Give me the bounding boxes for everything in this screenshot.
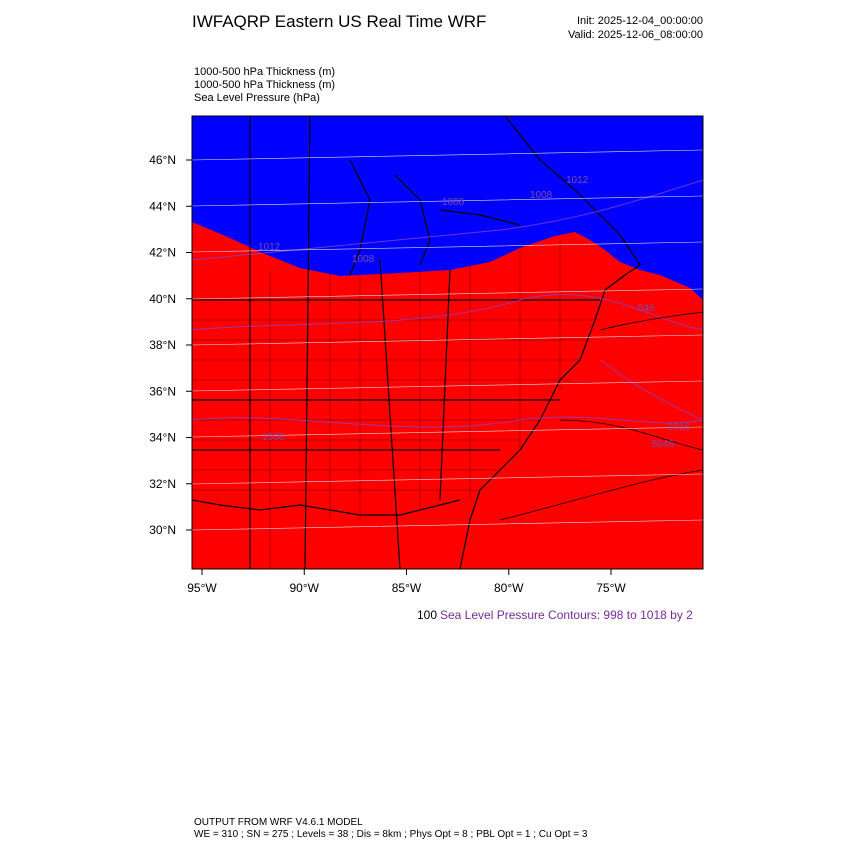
contour-label: 1006 — [442, 197, 465, 208]
lat-tick-label: 36°N — [149, 384, 176, 398]
title: IWFAQRP Eastern US Real Time WRF — [192, 12, 486, 31]
lat-tick-label: 42°N — [149, 246, 176, 260]
footer-line: WE = 310 ; SN = 275 ; Levels = 38 ; Dis … — [194, 829, 588, 840]
lat-tick-label: 46°N — [149, 153, 176, 167]
contour-label: 1012 — [258, 242, 281, 253]
contour-label-group: 1012 1008 1006 1012 1008 546 1016 5646 1008 — [258, 175, 691, 450]
contour-label: 5646 — [652, 439, 675, 450]
pressure-contours — [192, 179, 703, 428]
lat-tick-label: 34°N — [149, 431, 176, 445]
field-label: 1000-500 hPa Thickness (m) — [194, 79, 335, 91]
contour-label: 1008 — [262, 432, 285, 443]
contour-legend: Sea Level Pressure Contours: 998 to 1018… — [440, 608, 693, 622]
graticule — [192, 149, 703, 531]
lon-tick-label: 90°W — [290, 581, 320, 595]
map-frame — [191, 115, 704, 570]
lon-tick-label: 75°W — [596, 581, 626, 595]
lon-tick-label: 95°W — [187, 581, 217, 595]
lat-tick-label: 32°N — [149, 477, 176, 491]
lon-tick-label: 80°W — [494, 581, 524, 595]
contour-label: 1008 — [352, 254, 375, 265]
contour-label: 1008 — [530, 190, 553, 201]
field-label: Sea Level Pressure (hPa) — [194, 92, 320, 104]
contour-label: 546 — [638, 303, 655, 314]
lat-tick-label: 44°N — [149, 199, 176, 213]
cold-region — [192, 116, 703, 300]
map: 1012 1008 1006 1012 1008 546 1016 5646 1008 — [192, 116, 703, 569]
footer-line: OUTPUT FROM WRF V4.6.1 MODEL — [194, 817, 363, 828]
tick-group: 46°N 44°N 42°N 40°N 38°N 36°N 34°N 32°N 30°N 95°W… — [149, 153, 626, 595]
contour-label: 1016 — [668, 422, 691, 433]
lat-tick-label: 30°N — [149, 523, 176, 537]
lat-tick-label: 38°N — [149, 338, 176, 352]
thickness-contours — [499, 311, 703, 521]
lon-tick-label: 85°W — [392, 581, 422, 595]
lat-tick-label: 40°N — [149, 292, 176, 306]
init-time: Init: 2025-12-04_00:00:00 — [577, 15, 703, 27]
contour-label: 1012 — [566, 175, 589, 186]
field-label: 1000-500 hPa Thickness (m) — [194, 66, 335, 78]
valid-time: Valid: 2025-12-06_08:00:00 — [568, 29, 703, 41]
scale-label: 100 — [417, 608, 437, 622]
